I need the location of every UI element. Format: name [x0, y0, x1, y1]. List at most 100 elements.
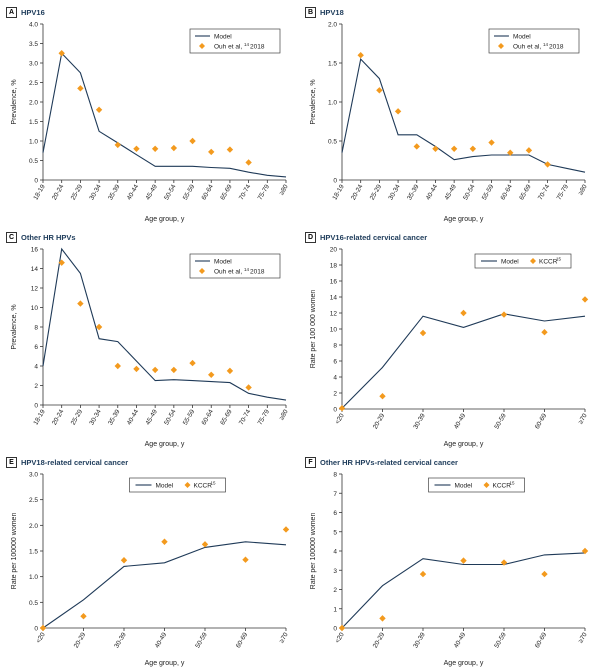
data-point-marker	[208, 148, 215, 156]
data-point-marker	[379, 615, 386, 622]
legend-label-kccr: KCCR	[493, 483, 512, 490]
y-tick-label: 4	[34, 364, 38, 371]
data-point-marker	[379, 393, 386, 400]
y-tick-label: 16	[330, 279, 338, 286]
data-point-marker	[39, 624, 47, 632]
legend-box	[488, 28, 580, 54]
x-tick-label: 65-69	[518, 183, 533, 201]
y-tick-label: 8	[333, 343, 337, 350]
legend-label-model: Model	[156, 483, 174, 490]
x-tick-label: 60-69	[235, 631, 250, 649]
x-tick-label: 40-49	[453, 631, 468, 649]
panel-a-chart: 0 0.5 1.0 1.5 2.0 2.5 3.0 3.5 4.0 18-19 20-24 25-29…	[11, 22, 290, 224]
legend-label-ref: 15	[211, 481, 217, 486]
x-tick-label: 50-59	[194, 631, 209, 649]
panel-d-title: HPV16-related cervical cancer	[320, 232, 428, 242]
data-point-marker	[460, 309, 467, 317]
data-point-marker	[419, 329, 427, 337]
x-tick-label: 25-29	[70, 408, 85, 426]
y-axis-label: Prevalence, %	[310, 79, 317, 124]
y-tick-label: 8	[34, 325, 38, 332]
data-point-marker	[170, 366, 178, 374]
data-point-marker	[58, 50, 65, 57]
data-point-marker	[189, 137, 196, 145]
y-tick-label: 16	[31, 247, 39, 254]
x-tick-label: 18-19	[32, 183, 47, 201]
panel-b-chart: 0 0.5 1.0 1.5 2.0 18-19 20-24 25-29 30-34 35-39 40…	[310, 22, 589, 224]
panel-b-letter: B	[305, 6, 316, 18]
y-tick-label: 0	[34, 178, 38, 185]
panel-c: C Other HR HPVs 0 2 4 6 8 10 12 14 16 18-19 20-24 2…	[6, 231, 298, 449]
data-point-marker	[161, 538, 168, 545]
legend-label-kccr: KCCR	[539, 259, 558, 266]
data-point-marker	[201, 541, 209, 548]
x-tick-label: 20-24	[51, 408, 66, 426]
x-tick-label: ≥70	[577, 412, 589, 425]
data-point-marker	[120, 557, 128, 564]
data-point-marker	[242, 556, 249, 563]
x-tick-label: 30-34	[88, 408, 103, 426]
data-point-marker	[133, 145, 140, 152]
panel-e-title: HPV18-related cervical cancer	[21, 457, 129, 467]
panel-d-letter: D	[305, 231, 316, 243]
panel-a-letter: A	[6, 6, 17, 18]
y-tick-label: 2.0	[328, 22, 337, 29]
x-tick-label: 50-54	[163, 183, 178, 201]
y-tick-label: 10	[330, 327, 338, 334]
x-tick-label: 20-24	[350, 183, 365, 201]
data-point-marker	[151, 366, 159, 374]
x-tick-label: 18-19	[331, 183, 346, 201]
data-point-marker	[376, 87, 383, 94]
legend-label-model: Model	[214, 34, 232, 41]
x-tick-label: 30-39	[412, 631, 427, 649]
panel-f-header: F Other HR HPVs-related cervical cancer	[305, 456, 458, 468]
y-tick-label: 0.5	[29, 158, 38, 165]
panel-e-letter: E	[6, 456, 17, 468]
data-point-marker	[114, 362, 121, 370]
y-tick-label: 0	[333, 626, 337, 633]
x-tick-label: 60-64	[500, 183, 515, 201]
data-point-marker	[226, 146, 234, 153]
legend-label-ref: 15	[510, 481, 516, 486]
x-axis-label: Age group, y	[145, 660, 185, 667]
y-tick-label: 2.5	[29, 497, 38, 504]
y-tick-label: 7	[333, 491, 337, 498]
data-point-marker	[58, 259, 65, 266]
x-axis-label: Age group, y	[444, 660, 484, 667]
data-point-marker	[357, 52, 364, 59]
x-axis-label: Age group, y	[145, 216, 185, 223]
legend-box	[428, 477, 525, 493]
x-tick-label: <20	[334, 412, 346, 425]
y-tick-label: 0.5	[29, 600, 38, 607]
model-series-line	[42, 541, 287, 629]
data-point-marker	[338, 624, 346, 632]
legend-box	[189, 253, 281, 279]
data-point-marker	[581, 547, 589, 555]
panel-a: A HPV16 0 0.5 1.0 1.5 2.0 2.5 3.0 3.5 4.0 18-19 20…	[6, 6, 298, 224]
data-point-marker	[77, 300, 84, 307]
legend-marker-swatch	[199, 43, 205, 49]
y-tick-label: 4.0	[29, 22, 38, 29]
data-point-marker	[226, 367, 234, 375]
legend-label-ref: 14	[543, 42, 549, 47]
legend-label-ref: 15	[556, 257, 562, 262]
panel-b-title: HPV18	[320, 7, 344, 17]
panel-d-header: D HPV16-related cervical cancer	[305, 231, 427, 243]
legend-label-ouh: Ouh et al,	[214, 44, 242, 51]
x-tick-label: 50-54	[462, 183, 477, 201]
data-point-marker	[245, 384, 252, 391]
y-tick-label: 18	[330, 263, 338, 270]
x-tick-label: 40-44	[425, 183, 440, 201]
data-point-marker	[338, 405, 346, 412]
y-tick-label: 1.0	[29, 139, 38, 146]
model-series-line	[42, 52, 287, 178]
panel-e-chart: 0 0.5 1.0 1.5 2.0 2.5 3.0 <20 20-29 30-39 40-49 50-…	[11, 472, 290, 668]
x-tick-label: 70-74	[537, 183, 552, 201]
x-tick-label: 40-49	[453, 412, 468, 430]
legend-marker-swatch	[498, 43, 504, 49]
y-tick-label: 1.5	[328, 61, 337, 68]
legend-marker-swatch	[199, 268, 205, 274]
legend-label-ouh: Ouh et al,	[214, 269, 242, 276]
y-axis-label: Rate per 100000 women	[310, 513, 317, 590]
x-tick-label: ≥70	[577, 631, 589, 644]
